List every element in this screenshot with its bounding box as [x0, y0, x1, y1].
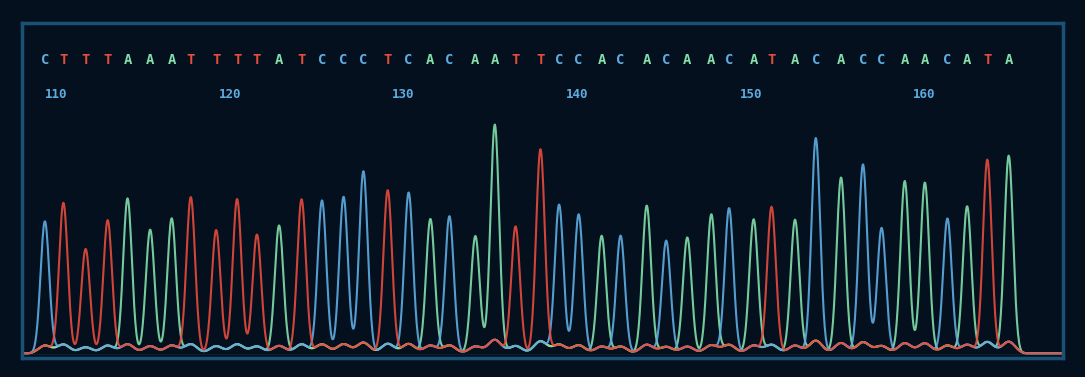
Text: T: T [297, 53, 306, 67]
Text: C: C [574, 53, 583, 67]
Text: 120: 120 [219, 89, 241, 101]
Text: C: C [340, 53, 348, 67]
Text: 130: 130 [393, 89, 414, 101]
Text: 160: 160 [914, 89, 935, 101]
Text: A: A [471, 53, 480, 67]
Text: A: A [837, 53, 845, 67]
Text: T: T [253, 53, 261, 67]
Text: C: C [318, 53, 327, 67]
Text: A: A [146, 53, 154, 67]
Text: 150: 150 [740, 89, 762, 101]
Text: A: A [707, 53, 715, 67]
Text: C: C [812, 53, 820, 67]
Text: C: C [662, 53, 671, 67]
Text: A: A [921, 53, 929, 67]
Text: T: T [767, 53, 776, 67]
Text: C: C [859, 53, 867, 67]
Text: A: A [124, 53, 131, 67]
Text: A: A [791, 53, 800, 67]
Text: A: A [598, 53, 605, 67]
Text: A: A [750, 53, 757, 67]
Text: C: C [616, 53, 625, 67]
Text: T: T [187, 53, 195, 67]
Text: C: C [943, 53, 952, 67]
Text: A: A [490, 53, 499, 67]
Text: C: C [725, 53, 733, 67]
Text: C: C [359, 53, 368, 67]
Text: A: A [426, 53, 435, 67]
Text: T: T [536, 53, 545, 67]
Text: 140: 140 [566, 89, 588, 101]
Text: A: A [167, 53, 176, 67]
Text: T: T [511, 53, 520, 67]
Text: T: T [60, 53, 67, 67]
Text: A: A [684, 53, 691, 67]
Text: C: C [445, 53, 454, 67]
Text: T: T [233, 53, 241, 67]
Text: T: T [81, 53, 90, 67]
Text: T: T [383, 53, 392, 67]
Text: A: A [642, 53, 651, 67]
Text: C: C [554, 53, 563, 67]
Text: A: A [1005, 53, 1013, 67]
Text: T: T [212, 53, 220, 67]
Text: T: T [103, 53, 112, 67]
Text: C: C [41, 53, 49, 67]
Text: C: C [405, 53, 412, 67]
Text: T: T [983, 53, 992, 67]
Text: A: A [901, 53, 909, 67]
Text: C: C [878, 53, 885, 67]
Text: 110: 110 [46, 89, 67, 101]
Text: A: A [275, 53, 283, 67]
Text: A: A [962, 53, 971, 67]
